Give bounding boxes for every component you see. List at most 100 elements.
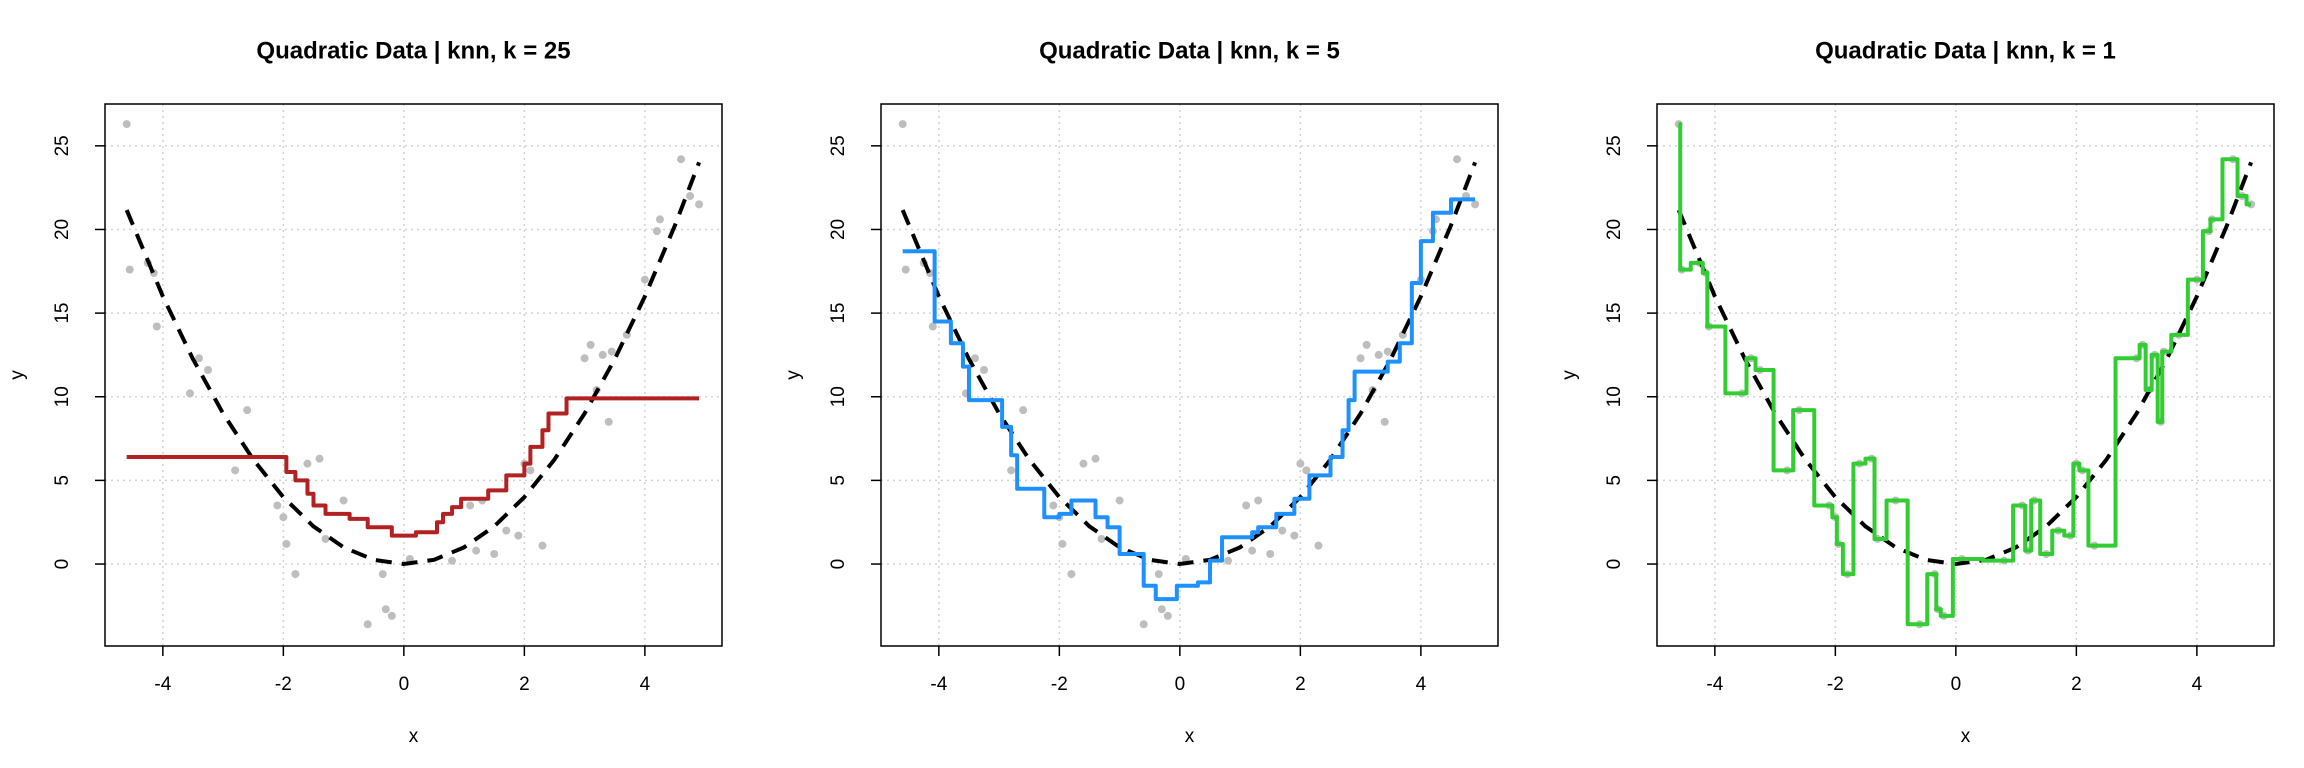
y-tick-label: 20: [828, 219, 849, 240]
y-tick-label: 20: [1604, 219, 1625, 240]
data-point: [1302, 466, 1311, 475]
data-point: [898, 120, 907, 129]
x-tick-label: -4: [154, 674, 171, 695]
data-point: [1278, 526, 1287, 535]
data-point: [586, 340, 595, 349]
data-point: [1079, 459, 1088, 468]
data-point: [1453, 155, 1462, 164]
y-axis-label: y: [7, 370, 28, 380]
data-point: [980, 365, 989, 374]
data-point: [387, 611, 396, 620]
x-tick-label: 4: [2192, 674, 2203, 695]
data-point: [607, 347, 616, 356]
data-point: [604, 417, 613, 426]
data-point: [677, 155, 686, 164]
x-tick-label: 0: [399, 674, 410, 695]
data-point: [655, 215, 664, 224]
true-curve: [900, 161, 1477, 567]
panel: Quadratic Data | knn, k = 5 x y -4 -2 0 2 4 0 5 10…: [783, 37, 1499, 747]
data-point: [1314, 541, 1323, 550]
data-point: [598, 350, 607, 359]
x-tick-label: 2: [1295, 674, 1306, 695]
data-point: [1356, 354, 1365, 363]
panel: Quadratic Data | knn, k = 1 x y -4 -2 0 2 4 0 5 10…: [1559, 37, 2275, 747]
data-point: [1049, 501, 1058, 510]
data-point: [970, 354, 979, 363]
data-point: [686, 192, 695, 201]
data-point: [1157, 605, 1166, 614]
chart-title: Quadratic Data | knn, k = 25: [256, 37, 570, 64]
panel: Quadratic Data | knn, k = 25 x y -4 -2 0 2 4 0 5 1…: [7, 37, 723, 747]
y-tick-label: 10: [1604, 386, 1625, 407]
y-tick-label: 15: [828, 303, 849, 324]
x-tick-label: -4: [930, 674, 947, 695]
data-point: [1097, 534, 1106, 543]
y-axis-label: y: [1559, 370, 1580, 380]
y-tick-label: 15: [1604, 303, 1625, 324]
data-point: [339, 496, 348, 505]
data-point: [273, 501, 282, 510]
data-point: [1471, 200, 1480, 209]
data-point: [514, 531, 523, 540]
data-point: [1380, 417, 1389, 426]
x-tick-label: 4: [1416, 674, 1427, 695]
data-point: [194, 354, 203, 363]
x-tick-label: 0: [1951, 674, 1962, 695]
data-point: [321, 534, 330, 543]
data-point: [1067, 570, 1076, 579]
data-point: [652, 227, 661, 236]
x-tick-label: -2: [1051, 674, 1068, 695]
x-tick-label: -2: [275, 674, 292, 695]
knn-fit: [126, 396, 700, 538]
data-point: [1091, 454, 1100, 463]
data-point: [1296, 459, 1305, 468]
y-tick-label: 5: [52, 475, 73, 486]
plot-frame: [104, 103, 723, 647]
data-point: [243, 406, 252, 415]
data-point: [448, 556, 457, 565]
data-point: [315, 454, 324, 463]
data-point: [381, 605, 390, 614]
data-point: [282, 539, 291, 548]
data-point: [1007, 466, 1016, 475]
data-point: [1374, 350, 1383, 359]
data-point: [1115, 496, 1124, 505]
data-point: [490, 549, 499, 558]
data-point: [363, 620, 372, 629]
data-point: [1362, 340, 1371, 349]
y-tick-label: 20: [52, 219, 73, 240]
data-point: [1248, 546, 1257, 555]
x-axis-label: x: [1961, 726, 1971, 747]
data-point: [1242, 501, 1251, 510]
knn-fit: [1678, 122, 2252, 627]
data-point: [1254, 496, 1263, 505]
chart-title: Quadratic Data | knn, k = 5: [1039, 37, 1340, 64]
data-point: [928, 322, 937, 331]
data-point: [580, 354, 589, 363]
y-tick-label: 5: [828, 475, 849, 486]
data-point: [291, 570, 300, 579]
data-point: [1058, 539, 1067, 548]
data-point: [378, 570, 387, 579]
data-point: [1019, 406, 1028, 415]
data-point: [303, 459, 312, 468]
y-tick-label: 5: [1604, 475, 1625, 486]
x-tick-label: -4: [1706, 674, 1723, 695]
y-tick-label: 10: [52, 386, 73, 407]
data-point: [204, 365, 213, 374]
data-point: [1163, 611, 1172, 620]
data-point: [901, 265, 910, 274]
data-point: [125, 265, 134, 274]
x-tick-label: 2: [2071, 674, 2082, 695]
data-point: [231, 466, 240, 475]
data-point: [526, 466, 535, 475]
y-axis-label: y: [783, 370, 804, 380]
data-point: [695, 200, 704, 209]
y-tick-label: 25: [1604, 135, 1625, 156]
data-point: [1139, 620, 1148, 629]
knn-fit: [902, 197, 1476, 602]
y-tick-label: 10: [828, 386, 849, 407]
data-point: [466, 501, 475, 510]
